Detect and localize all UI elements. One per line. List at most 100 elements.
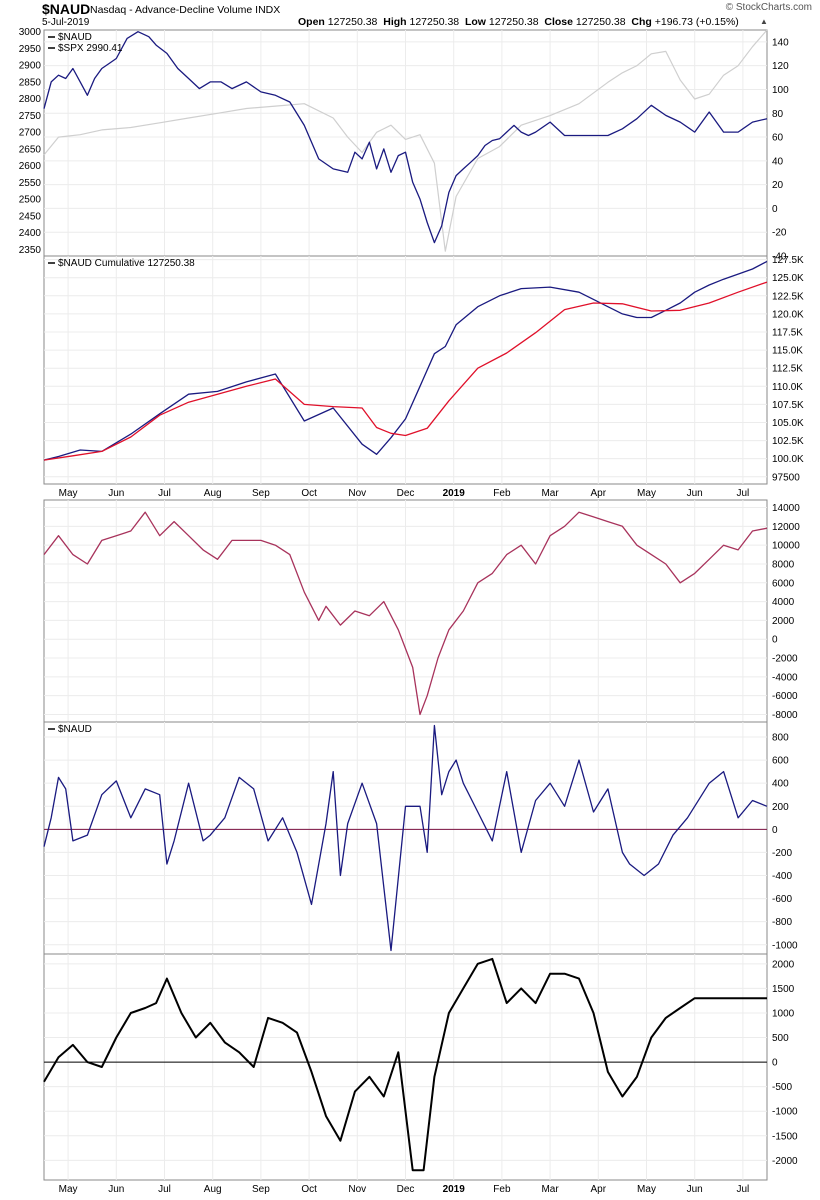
x-tick-label: Jun bbox=[108, 488, 124, 499]
ohlc-readout: Open 127250.38 High 127250.38 Low 127250… bbox=[298, 16, 739, 28]
x-tick-label: 2019 bbox=[443, 488, 466, 499]
x-tick-label: 2019 bbox=[443, 1184, 466, 1195]
series-line-red bbox=[43, 281, 768, 461]
left-axis-tick-label: 2850 bbox=[19, 77, 42, 88]
left-axis-tick-label: 2950 bbox=[19, 44, 42, 55]
x-tick-label: Oct bbox=[301, 1184, 317, 1195]
x-tick-label: Oct bbox=[301, 488, 317, 499]
x-tick-label: May bbox=[637, 1184, 656, 1195]
x-tick-label: May bbox=[59, 1184, 78, 1195]
series-line-black bbox=[43, 957, 767, 1172]
right-axis-tick-label: 0 bbox=[772, 1058, 778, 1069]
low-label: Low bbox=[464, 16, 486, 28]
right-axis-tick-label: 8000 bbox=[772, 559, 795, 570]
right-axis-tick-label: 115.0K bbox=[772, 346, 803, 357]
right-axis-tick-label: 20 bbox=[772, 180, 784, 191]
close-label: Close bbox=[544, 16, 573, 28]
chg-value: +196.73 (+0.15%) bbox=[654, 16, 739, 28]
right-axis-tick-label: 102.5K bbox=[772, 436, 804, 447]
chg-label: Chg bbox=[631, 16, 652, 28]
x-tick-label: Feb bbox=[493, 1184, 511, 1195]
x-tick-label: Nov bbox=[348, 488, 366, 499]
legend-label: $NAUD Cumulative 127250.38 bbox=[58, 258, 195, 269]
right-axis-tick-label: -500 bbox=[772, 1082, 792, 1093]
x-tick-label: Nov bbox=[348, 1184, 366, 1195]
right-axis-tick-label: 6000 bbox=[772, 578, 795, 589]
stockcharts-credit: © StockCharts.com bbox=[725, 2, 812, 13]
left-axis-tick-label: 2350 bbox=[19, 245, 42, 256]
high-label: High bbox=[383, 16, 407, 28]
left-axis-tick-label: 2450 bbox=[19, 211, 42, 222]
series-line-navy bbox=[43, 724, 768, 952]
right-axis-tick-label: -1000 bbox=[772, 940, 798, 951]
left-axis-tick-label: 2650 bbox=[19, 144, 42, 155]
x-tick-label: Sep bbox=[252, 1184, 270, 1195]
x-tick-label: Jun bbox=[687, 488, 703, 499]
left-axis-tick-label: 2700 bbox=[19, 128, 42, 139]
x-tick-label: Jul bbox=[158, 1184, 171, 1195]
right-axis-tick-label: -600 bbox=[772, 894, 792, 905]
right-axis-tick-label: 97500 bbox=[772, 472, 800, 483]
right-axis-tick-label: 500 bbox=[772, 1033, 789, 1044]
right-axis-tick-label: 117.5K bbox=[772, 328, 803, 339]
right-axis-tick-label: 140 bbox=[772, 37, 789, 48]
right-axis-tick-label: 0 bbox=[772, 825, 778, 836]
right-axis-tick-label: 1500 bbox=[772, 984, 795, 995]
right-axis-tick-label: 100 bbox=[772, 85, 789, 96]
collapse-triangle-icon[interactable]: ▲ bbox=[760, 17, 768, 26]
left-axis-tick-label: 3000 bbox=[19, 27, 42, 38]
low-value: 127250.38 bbox=[488, 16, 539, 28]
right-axis-tick-label: -200 bbox=[772, 848, 792, 859]
right-axis-tick-label: -40 bbox=[772, 252, 787, 263]
symbol-title: $NAUD bbox=[42, 1, 91, 17]
x-tick-label: May bbox=[59, 488, 78, 499]
x-tick-label: Dec bbox=[397, 488, 415, 499]
left-axis-tick-label: 2750 bbox=[19, 111, 42, 122]
x-tick-label: Sep bbox=[252, 488, 270, 499]
symbol-description: Nasdaq - Advance-Decline Volume INDX bbox=[90, 4, 281, 16]
left-axis-tick-label: 2600 bbox=[19, 161, 42, 172]
x-tick-label: Jun bbox=[687, 1184, 703, 1195]
x-tick-label: Jul bbox=[158, 488, 171, 499]
right-axis-tick-label: -400 bbox=[772, 871, 792, 882]
x-tick-label: May bbox=[637, 488, 656, 499]
right-axis-tick-label: 2000 bbox=[772, 616, 795, 627]
right-axis-tick-label: 110.0K bbox=[772, 382, 803, 393]
right-axis-tick-label: 107.5K bbox=[772, 400, 804, 411]
right-axis-tick-label: -20 bbox=[772, 228, 787, 239]
left-axis-tick-label: 2900 bbox=[19, 61, 42, 72]
left-axis-tick-label: 2550 bbox=[19, 178, 42, 189]
right-axis-tick-label: 800 bbox=[772, 733, 789, 744]
x-tick-label: Mar bbox=[541, 1184, 559, 1195]
x-tick-label: Apr bbox=[591, 1184, 607, 1195]
x-tick-label: Mar bbox=[541, 488, 559, 499]
x-tick-label: Aug bbox=[204, 1184, 222, 1195]
right-axis-tick-label: -1500 bbox=[772, 1131, 798, 1142]
right-axis-tick-label: -6000 bbox=[772, 691, 798, 702]
right-axis-tick-label: 125.0K bbox=[772, 273, 804, 284]
x-tick-label: Aug bbox=[204, 488, 222, 499]
x-tick-label: Jul bbox=[737, 1184, 750, 1195]
chart-date: 5-Jul-2019 bbox=[42, 17, 90, 28]
legend-label: $NAUD bbox=[58, 724, 92, 735]
series-line-navy bbox=[43, 31, 768, 244]
right-axis-tick-label: 4000 bbox=[772, 597, 795, 608]
right-axis-tick-label: 600 bbox=[772, 756, 789, 767]
series-line-navy bbox=[43, 260, 768, 461]
right-axis-tick-label: 10000 bbox=[772, 541, 800, 552]
right-axis-tick-label: -4000 bbox=[772, 672, 798, 683]
left-axis-tick-label: 2400 bbox=[19, 228, 42, 239]
right-axis-tick-label: 60 bbox=[772, 133, 784, 144]
right-axis-tick-label: 0 bbox=[772, 204, 778, 215]
right-axis-tick-label: 80 bbox=[772, 109, 784, 120]
right-axis-tick-label: 200 bbox=[772, 802, 789, 813]
right-axis-tick-label: -2000 bbox=[772, 654, 798, 665]
x-tick-label: Dec bbox=[397, 1184, 415, 1195]
right-axis-tick-label: 105.0K bbox=[772, 418, 804, 429]
right-axis-tick-label: 1000 bbox=[772, 1008, 795, 1019]
right-axis-tick-label: -2000 bbox=[772, 1156, 798, 1167]
right-axis-tick-label: 120.0K bbox=[772, 309, 804, 320]
series-line-grey bbox=[43, 29, 768, 252]
series-line-maroon bbox=[43, 511, 768, 716]
